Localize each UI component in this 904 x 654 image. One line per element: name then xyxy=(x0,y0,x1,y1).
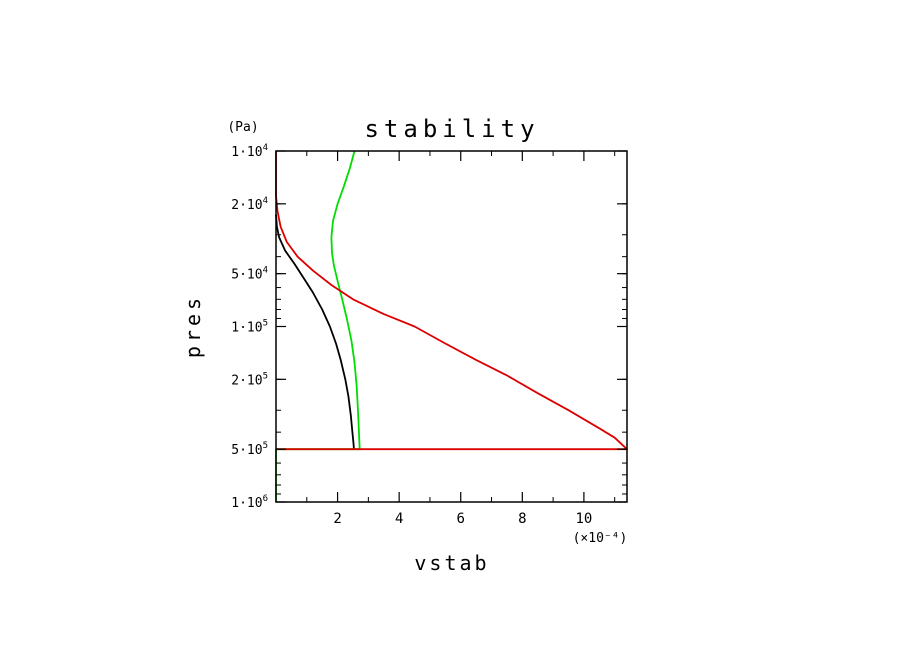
y-tick-label: 2·105 xyxy=(231,371,268,388)
x-tick-label: 6 xyxy=(457,511,465,527)
y-tick-label: 1·106 xyxy=(231,494,268,511)
x-tick-label: 2 xyxy=(333,511,341,527)
x-tick-label: 8 xyxy=(518,511,526,527)
y-tick-label: 5·104 xyxy=(231,266,268,283)
axes: 2 4 6 8 10 1·104 2·104 5·104 1·105 2·105 5·105 1·10… xyxy=(231,143,627,527)
y-axis-unit: (Pa) xyxy=(227,120,258,135)
series-line-2 xyxy=(275,151,628,451)
plot-frame xyxy=(275,150,628,503)
x-tick-label: 4 xyxy=(395,511,403,527)
y-tick-label: 1·105 xyxy=(231,319,268,336)
series-line-0 xyxy=(275,214,355,450)
chart-title: stability xyxy=(364,115,539,143)
x-axis-label: vstab xyxy=(414,551,489,575)
y-axis-label: pres xyxy=(181,294,205,358)
series-line-1 xyxy=(275,150,361,502)
y-tick-label: 1·104 xyxy=(231,143,268,160)
x-tick-label: 10 xyxy=(575,511,592,527)
y-tick-label: 5·105 xyxy=(231,441,268,458)
y-tick-label: 2·104 xyxy=(231,196,268,213)
x-axis-scale-label: (×10⁻⁴) xyxy=(573,531,628,546)
plot-area xyxy=(275,150,628,502)
